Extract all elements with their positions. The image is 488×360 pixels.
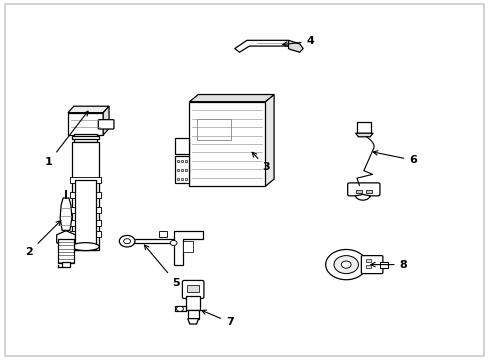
Bar	[356, 190, 362, 193]
FancyBboxPatch shape	[182, 280, 203, 298]
Bar	[365, 265, 370, 268]
Circle shape	[176, 306, 183, 311]
Ellipse shape	[72, 243, 99, 251]
Text: 5: 5	[144, 245, 180, 288]
FancyBboxPatch shape	[347, 183, 379, 196]
Text: 3: 3	[252, 152, 270, 172]
Bar	[159, 231, 166, 237]
Bar	[58, 239, 74, 263]
Circle shape	[170, 240, 177, 246]
Bar	[62, 262, 70, 267]
Bar	[184, 169, 186, 171]
Bar	[181, 169, 183, 171]
Bar	[177, 169, 179, 171]
Polygon shape	[68, 106, 109, 113]
Circle shape	[341, 261, 350, 268]
FancyBboxPatch shape	[68, 113, 103, 135]
Bar	[70, 207, 101, 213]
Bar	[196, 119, 230, 140]
Bar	[181, 160, 183, 162]
Bar	[175, 138, 189, 154]
Bar	[177, 160, 179, 162]
FancyBboxPatch shape	[361, 256, 382, 274]
Bar	[365, 259, 370, 262]
Text: 1: 1	[45, 111, 88, 167]
Polygon shape	[234, 40, 288, 52]
Circle shape	[325, 249, 366, 280]
Bar	[70, 177, 101, 183]
Polygon shape	[187, 319, 198, 324]
Text: 7: 7	[202, 310, 233, 327]
Bar	[175, 156, 189, 183]
Polygon shape	[173, 231, 203, 265]
Bar	[187, 310, 198, 319]
Text: 8: 8	[370, 260, 407, 270]
Bar	[183, 241, 193, 252]
Bar	[72, 136, 99, 139]
Polygon shape	[57, 231, 75, 247]
Bar	[366, 190, 371, 193]
FancyBboxPatch shape	[98, 120, 114, 129]
Bar	[70, 192, 101, 198]
Polygon shape	[288, 40, 303, 52]
Text: 6: 6	[372, 151, 416, 165]
Bar	[185, 296, 200, 310]
Bar	[380, 262, 387, 268]
Polygon shape	[264, 94, 273, 186]
Wedge shape	[355, 194, 369, 200]
Bar	[70, 231, 101, 237]
Bar	[189, 102, 264, 186]
Bar	[70, 220, 101, 226]
Bar	[177, 178, 179, 180]
Bar	[74, 134, 97, 142]
Circle shape	[333, 256, 358, 274]
Polygon shape	[60, 198, 72, 230]
Polygon shape	[355, 133, 372, 137]
Bar	[75, 180, 96, 250]
Text: 2: 2	[25, 221, 61, 257]
Bar	[184, 178, 186, 180]
Circle shape	[123, 239, 130, 244]
Polygon shape	[122, 239, 178, 243]
Circle shape	[119, 235, 135, 247]
Bar	[357, 122, 370, 133]
Polygon shape	[103, 106, 109, 135]
Polygon shape	[189, 94, 273, 102]
Bar	[181, 178, 183, 180]
Bar	[72, 142, 99, 250]
Text: 4: 4	[282, 36, 314, 46]
Polygon shape	[174, 306, 185, 311]
Bar	[184, 160, 186, 162]
Bar	[187, 285, 199, 292]
